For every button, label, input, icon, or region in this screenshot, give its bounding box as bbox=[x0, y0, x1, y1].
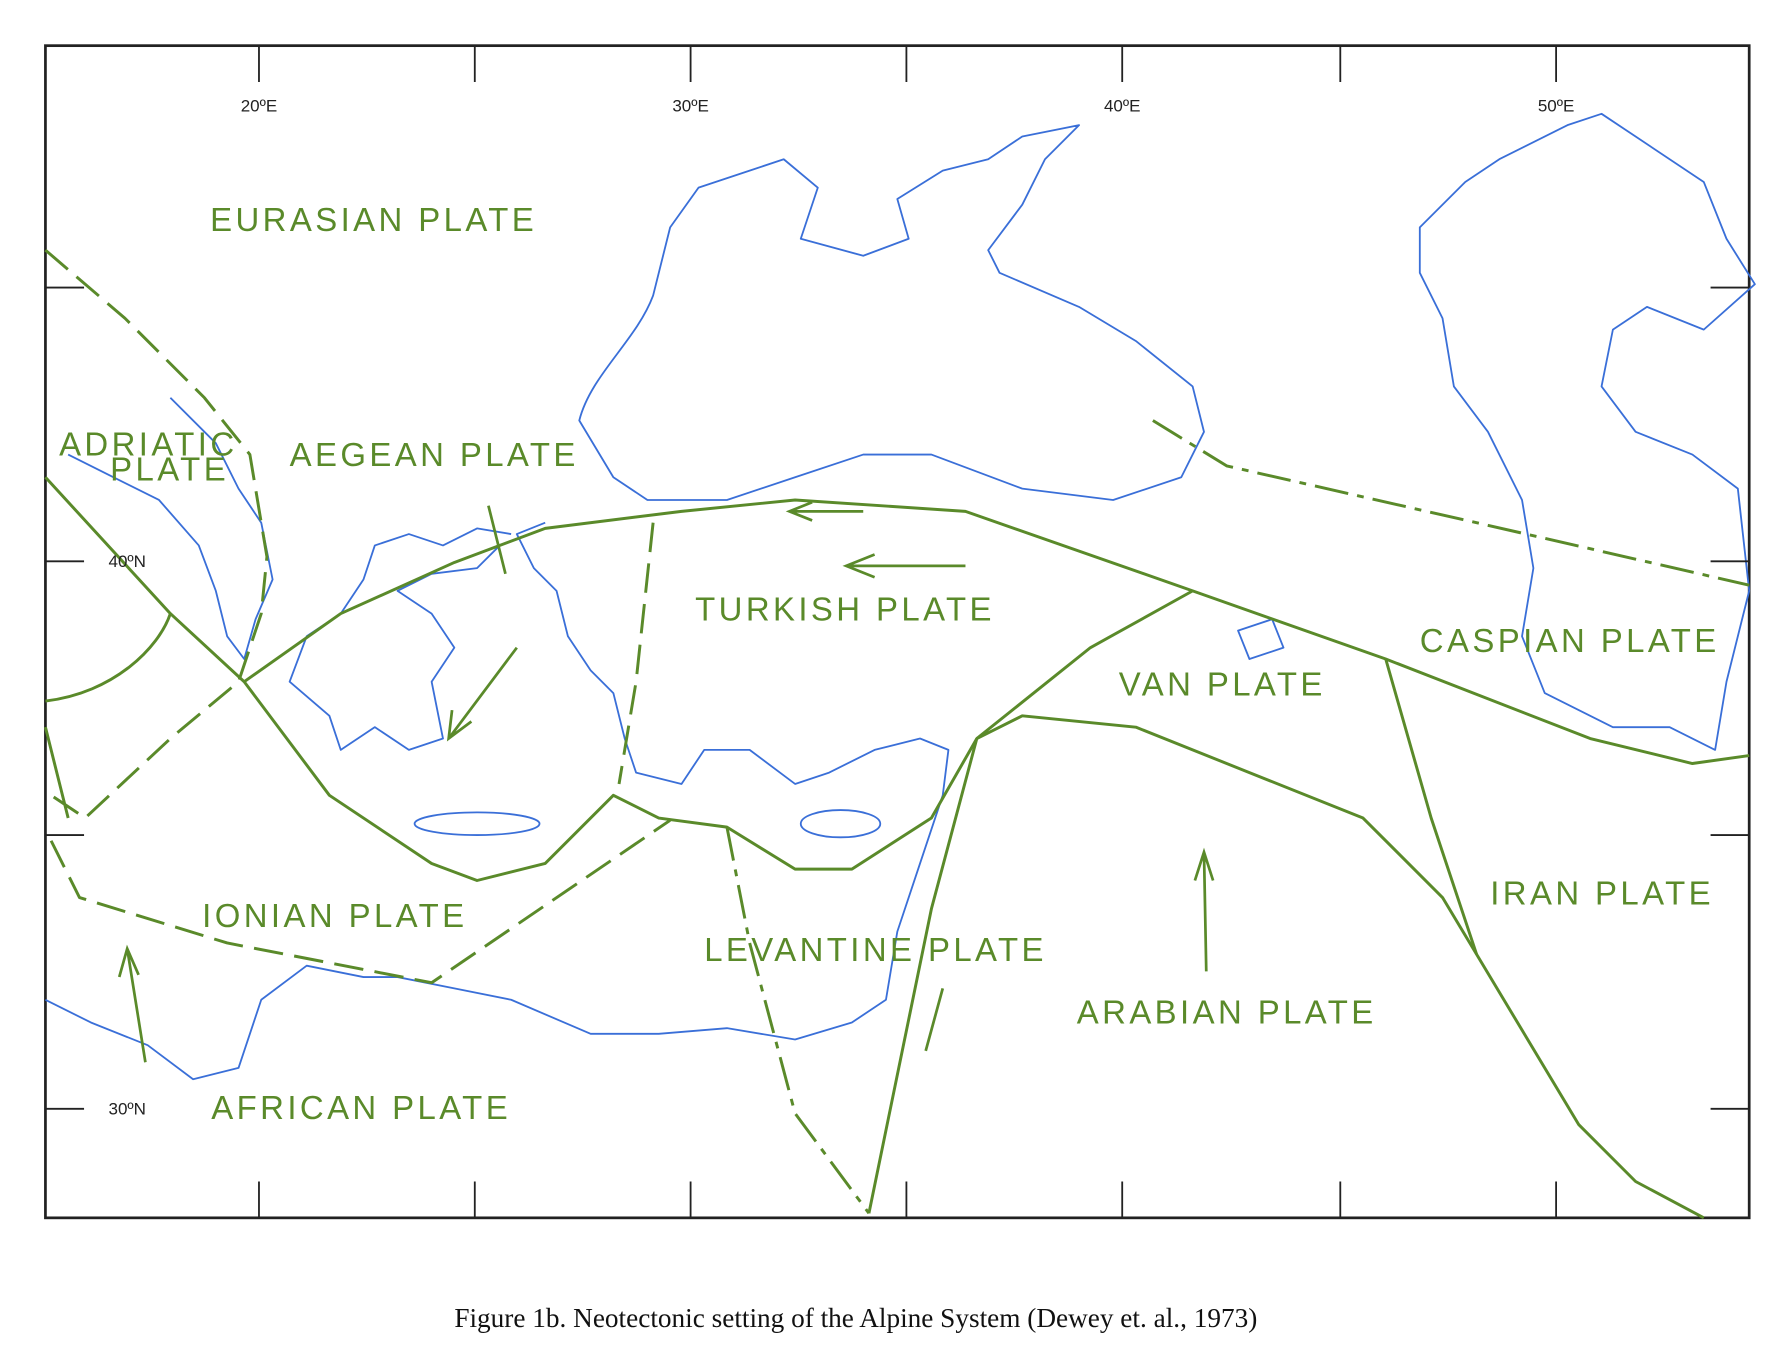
arrow bbox=[924, 988, 945, 1052]
plate-label: ADRIATIC bbox=[59, 426, 237, 463]
plate-label: IRAN PLATE bbox=[1490, 874, 1714, 911]
italy-coast bbox=[67, 397, 274, 660]
coastlines bbox=[45, 112, 1756, 1081]
arrow bbox=[487, 505, 507, 575]
latitude-label: 40ºN bbox=[108, 552, 145, 571]
plate-label: AFRICAN PLATE bbox=[211, 1089, 511, 1126]
plate-label: IONIAN PLATE bbox=[202, 897, 467, 934]
arrow bbox=[1193, 847, 1215, 972]
caspian-boundary bbox=[1152, 419, 1750, 587]
caspian-coast bbox=[1418, 112, 1756, 751]
cyprus bbox=[799, 809, 882, 839]
plate-boundaries bbox=[44, 248, 1750, 1220]
caption: Figure 1b. Neotectonic setting of the Al… bbox=[454, 1303, 1257, 1333]
arrow bbox=[446, 646, 518, 742]
subduction-boundary bbox=[44, 476, 1705, 1220]
motion-arrows bbox=[117, 500, 1215, 1063]
north-anatolian-boundary bbox=[243, 498, 1750, 765]
adriatic-arc bbox=[44, 613, 172, 819]
greece-coast bbox=[288, 527, 512, 751]
plate-label: VAN PLATE bbox=[1119, 665, 1326, 702]
plate-label: ARABIAN PLATE bbox=[1077, 994, 1377, 1031]
lake-van bbox=[1237, 618, 1285, 660]
levantine-boundary bbox=[725, 826, 871, 1215]
longitude-label: 30ºE bbox=[672, 97, 709, 116]
axis-ticks bbox=[45, 45, 1750, 1218]
longitude-label: 40ºE bbox=[1104, 97, 1141, 116]
arrow bbox=[842, 553, 966, 579]
plate-label: TURKISH PLATE bbox=[695, 590, 995, 627]
mediterranean-south-coast bbox=[45, 521, 950, 1081]
arrow bbox=[117, 944, 147, 1063]
plate-label: EURASIAN PLATE bbox=[210, 201, 537, 238]
van-boundary bbox=[975, 589, 1478, 955]
longitude-label: 20ºE bbox=[241, 97, 278, 116]
plate-label: LEVANTINE PLATE bbox=[704, 931, 1047, 968]
latitude-label: 30ºN bbox=[108, 1099, 145, 1118]
longitude-label: 50ºE bbox=[1538, 97, 1575, 116]
labels: 20ºE 30ºE 40ºE 50ºE 40ºN 30ºN EURASIAN PLATE AD… bbox=[59, 97, 1720, 1333]
map-frame bbox=[44, 44, 1751, 1220]
adriatic-boundary bbox=[44, 248, 269, 820]
crete bbox=[413, 811, 541, 836]
plate-label: PLATE bbox=[110, 451, 229, 488]
aegean-east-boundary bbox=[617, 522, 655, 785]
dead-sea-boundary bbox=[867, 738, 979, 1214]
ionian-boundary bbox=[49, 819, 671, 985]
plate-label: CASPIAN PLATE bbox=[1420, 622, 1720, 659]
plate-label: AEGEAN PLATE bbox=[290, 436, 579, 473]
black-sea-coast bbox=[578, 124, 1205, 501]
arrow bbox=[785, 500, 864, 522]
